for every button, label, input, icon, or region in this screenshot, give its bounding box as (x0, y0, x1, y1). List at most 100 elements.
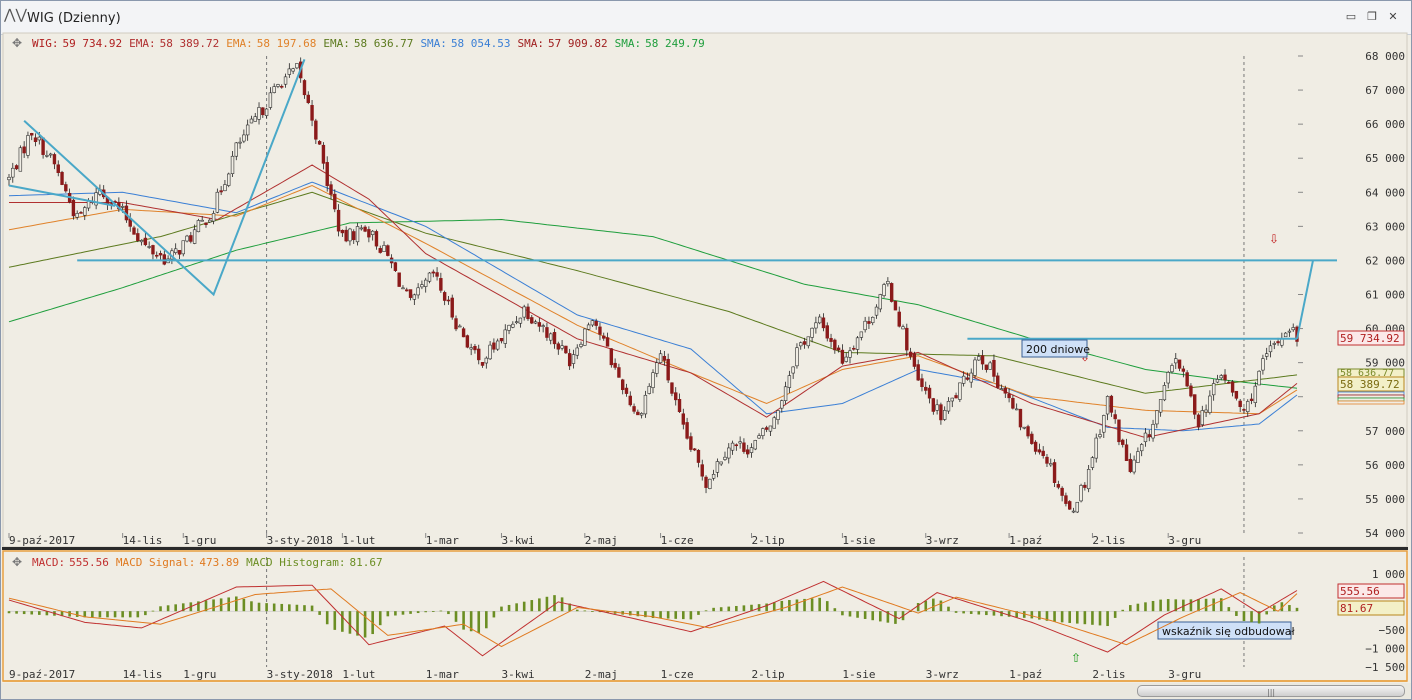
candle-up (776, 410, 780, 420)
histogram-bar (318, 611, 321, 615)
candle-up (961, 375, 966, 384)
minimize-icon[interactable]: ▭ (1345, 10, 1357, 23)
histogram-bar (1113, 611, 1117, 618)
histogram-bar (962, 611, 965, 614)
candle-down (833, 339, 837, 351)
x-tick-label: 2-lis (1092, 534, 1125, 547)
histogram-bar (310, 605, 314, 612)
histogram-bar (841, 611, 844, 616)
main-legend-key: SMA: (615, 37, 642, 50)
candle-up (488, 344, 492, 360)
candle-up (958, 382, 962, 400)
histogram-bar (272, 603, 276, 612)
histogram-bar (378, 611, 382, 626)
candle-down (408, 289, 413, 298)
histogram-bar (757, 604, 761, 612)
candle-up (1283, 332, 1288, 338)
histogram-bar (416, 611, 420, 614)
candle-down (746, 449, 750, 455)
candle-down (1117, 419, 1121, 443)
macd-x-tick-label: 1-mar (426, 668, 459, 681)
histogram-bar (1166, 599, 1170, 612)
histogram-bar (257, 602, 261, 612)
macd-y-tick-label: −1 500 (1365, 661, 1405, 674)
close-icon[interactable]: ✕ (1388, 10, 1398, 23)
candle-up (147, 246, 151, 248)
candle-up (1166, 372, 1170, 384)
candle-up (977, 356, 981, 361)
histogram-bar (348, 611, 352, 634)
horizontal-scrollbar[interactable]: ||| (1, 683, 1411, 699)
main-legend-value: 58 054.53 (451, 37, 511, 50)
histogram-bar (98, 611, 102, 618)
candle-up (283, 76, 288, 85)
candle-up (799, 342, 803, 347)
candle-down (700, 464, 704, 477)
candle-up (484, 357, 489, 364)
histogram-bar (682, 611, 685, 620)
histogram-bar (439, 610, 443, 612)
candle-down (1033, 441, 1038, 452)
histogram-bar (765, 603, 768, 612)
candle-up (571, 354, 576, 364)
x-tick-label: 14-lis (123, 534, 163, 547)
candle-up (245, 124, 250, 136)
candle-down (151, 245, 155, 255)
histogram-bar (969, 611, 973, 614)
ema-price-tag-label: 58 389.72 (1340, 378, 1400, 391)
candle-down (530, 317, 534, 324)
histogram-bar (15, 611, 18, 614)
candle-down (219, 190, 223, 193)
candle-up (950, 397, 954, 402)
zigzag-trendline (23, 59, 306, 297)
candle-down (897, 311, 901, 327)
candle-up (1264, 353, 1269, 357)
candle-down (336, 209, 341, 232)
candle-up (1246, 401, 1250, 412)
candle-down (22, 146, 26, 154)
candle-down (14, 165, 19, 170)
candle-down (442, 292, 447, 301)
candle-down (1181, 368, 1186, 372)
candle-up (11, 167, 15, 178)
candle-up (988, 362, 992, 370)
histogram-bar (295, 604, 299, 612)
y-tick-label: 61 000 (1365, 289, 1405, 302)
candle-down (802, 341, 807, 345)
candles-group (7, 57, 1299, 514)
candle-down (340, 229, 345, 234)
candle-up (859, 331, 864, 338)
histogram-bar (810, 598, 814, 612)
candle-down (829, 338, 833, 342)
candle-down (617, 367, 621, 378)
histogram-bar (174, 604, 177, 612)
candle-up (658, 353, 663, 363)
candle-up (518, 317, 523, 324)
histogram-bar (1272, 605, 1276, 612)
histogram-bar (924, 600, 928, 612)
main-legend-value: 59 734.92 (63, 37, 123, 50)
candle-down (632, 406, 636, 412)
candle-down (325, 162, 329, 186)
scrollbar-thumb[interactable] (1137, 685, 1405, 697)
x-tick-label: 1-paź (1009, 534, 1042, 547)
histogram-bar (1091, 611, 1094, 625)
candle-down (526, 306, 530, 320)
main-legend-value: 58 636.77 (354, 37, 414, 50)
histogram-bar (947, 606, 950, 612)
chart-canvas[interactable]: 68 000 67 000 66 000 65 000 64 000 63 000 62 0… (1, 1, 1411, 683)
candle-down (1227, 381, 1231, 384)
macd-x-tick-label: 1-lut (342, 668, 375, 681)
candle-down (41, 137, 45, 155)
macd-x-tick-label: 2-lip (751, 668, 784, 681)
macd-x-tick-label: 1-gru (183, 668, 216, 681)
candle-up (272, 86, 276, 93)
candle-up (242, 134, 246, 142)
candle-down (1003, 387, 1008, 394)
histogram-bar (363, 611, 367, 638)
candle-down (537, 322, 542, 327)
candle-down (954, 395, 958, 399)
restore-icon[interactable]: ❐ (1367, 10, 1377, 23)
candle-up (427, 272, 432, 282)
histogram-bar (560, 597, 564, 612)
